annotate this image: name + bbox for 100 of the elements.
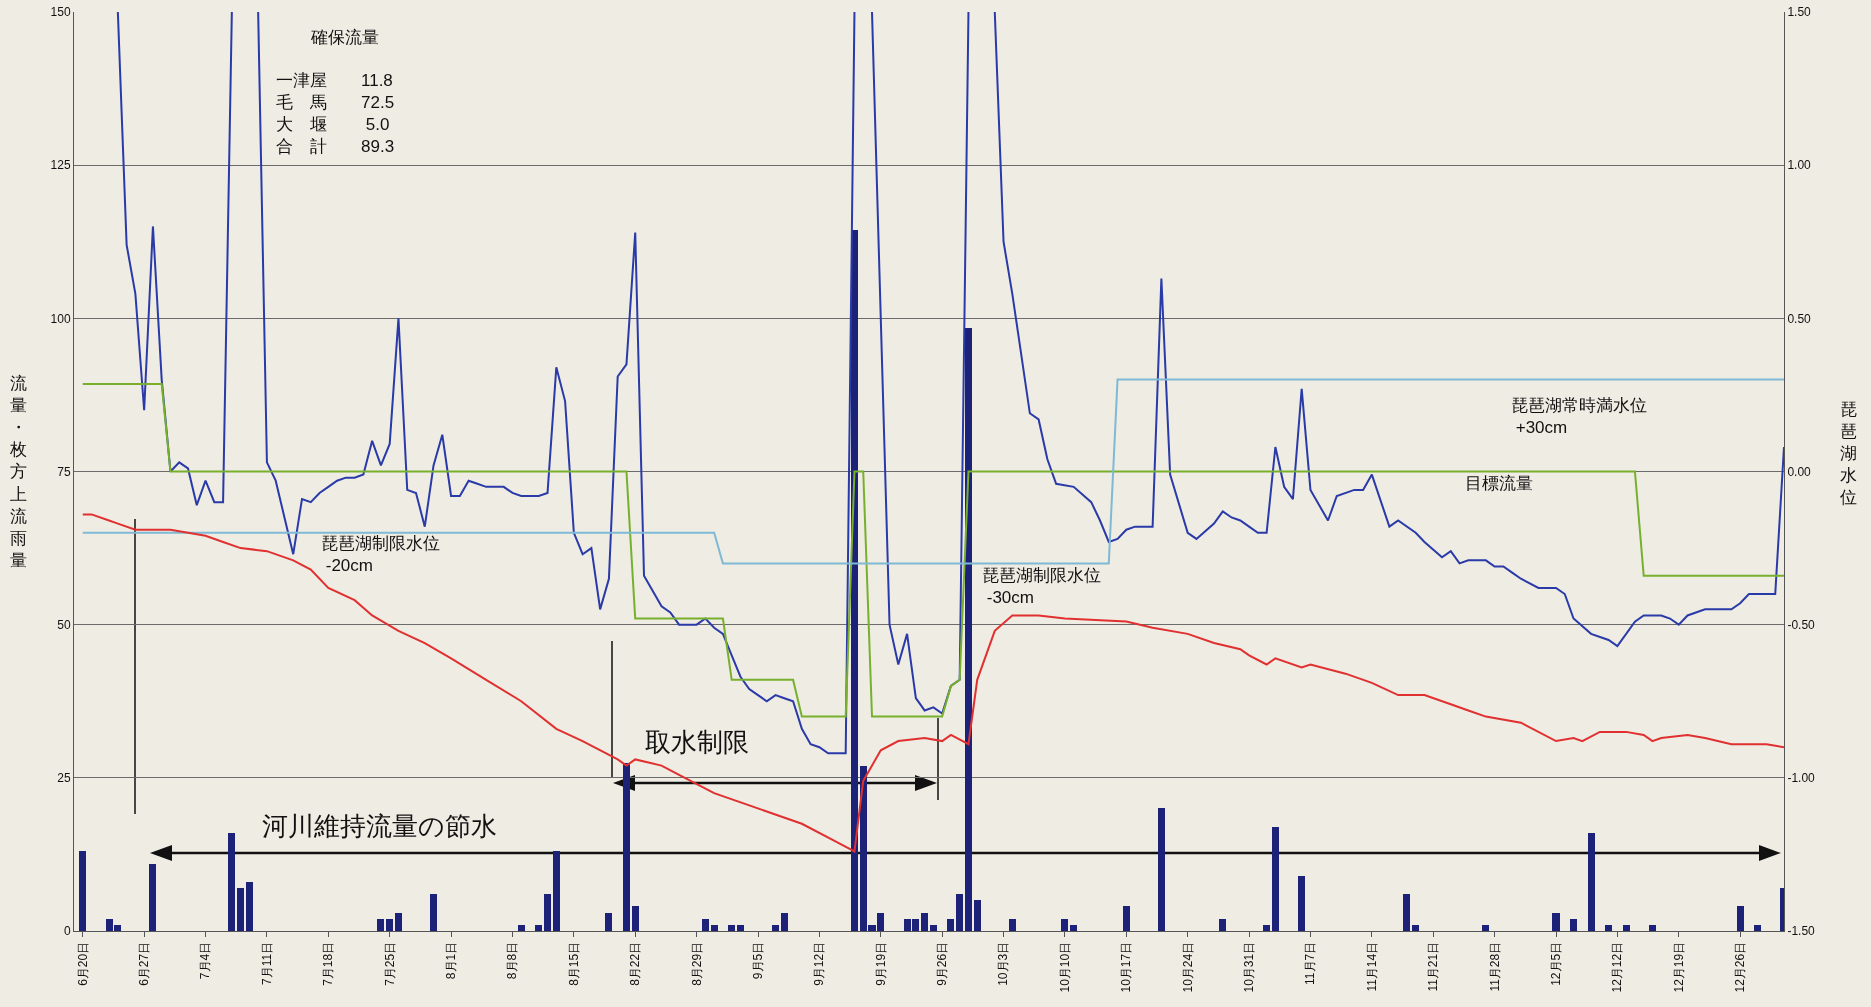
x-tick-label: 11月28日 <box>1487 941 1502 992</box>
line-series <box>81 382 1784 718</box>
y-tick-label: 75 <box>57 464 71 479</box>
x-tick-label: 12月5日 <box>1548 941 1563 986</box>
bar <box>702 919 709 931</box>
x-tick-label: 11月21日 <box>1426 941 1441 992</box>
bar <box>149 864 156 931</box>
bar <box>605 913 612 931</box>
y2-tick-label: -1.00 <box>1787 771 1816 786</box>
annotation: 一津屋 11.8 毛 馬 72.5 大 堰 5.0 合 計 89.3 <box>276 71 395 157</box>
bar <box>965 328 972 931</box>
bar <box>947 919 954 931</box>
x-tick-label: 12月26日 <box>1733 941 1748 993</box>
bar <box>1263 925 1270 931</box>
x-tick-label: 7月18日 <box>321 941 336 986</box>
y-tick-label: 150 <box>50 5 71 20</box>
bar <box>237 888 244 931</box>
bar <box>386 919 393 931</box>
bar <box>1123 906 1130 931</box>
x-tick-label: 11月7日 <box>1303 941 1318 985</box>
bar <box>772 925 779 931</box>
x-tick-label: 8月1日 <box>443 941 458 980</box>
x-tick-label: 9月12日 <box>812 941 827 986</box>
y-tick-label: 0 <box>63 924 71 939</box>
bar <box>623 763 630 931</box>
bar <box>1570 919 1577 931</box>
bar <box>1403 894 1410 931</box>
line-series <box>81 513 1784 853</box>
bar <box>930 925 937 931</box>
bar <box>1623 925 1630 931</box>
bar <box>395 913 402 931</box>
x-tick-label: 8月15日 <box>566 941 581 986</box>
x-tick-label: 8月29日 <box>689 941 704 986</box>
bar <box>377 919 384 931</box>
y2-tick-label: -0.50 <box>1787 617 1816 632</box>
bar <box>728 925 735 931</box>
x-tick-label: 7月11日 <box>259 941 274 985</box>
bar <box>535 925 542 931</box>
bar <box>711 925 718 931</box>
bar <box>518 925 525 931</box>
bar <box>1588 833 1595 931</box>
x-tick-label: 11月14日 <box>1364 941 1379 992</box>
x-tick-label: 7月25日 <box>382 941 397 986</box>
x-tick-label: 12月12日 <box>1610 941 1625 993</box>
x-tick-label: 10月10日 <box>1057 941 1072 993</box>
bar <box>921 913 928 931</box>
bar <box>1482 925 1489 931</box>
annotation: 目標流量 <box>1465 474 1533 493</box>
bar <box>632 906 639 931</box>
bar <box>544 894 551 931</box>
annotation: 琵琶湖制限水位 -30cm <box>982 566 1101 608</box>
bar <box>1219 919 1226 931</box>
bar <box>1605 925 1612 931</box>
bar <box>1737 906 1744 931</box>
bar <box>553 851 560 931</box>
bar <box>851 230 858 931</box>
bar <box>1412 925 1419 931</box>
x-tick-label: 6月27日 <box>137 941 152 986</box>
y2-tick-label: 1.00 <box>1787 158 1812 173</box>
x-tick-label: 10月24日 <box>1180 941 1195 993</box>
annotation: 琵琶湖常時満水位 +30cm <box>1511 396 1647 438</box>
bar <box>1298 876 1305 931</box>
text: 流量・枚方上流雨量 <box>10 374 27 570</box>
x-tick-label: 10月31日 <box>1241 941 1256 993</box>
bar <box>956 894 963 931</box>
bar <box>1754 925 1761 931</box>
bar <box>1070 925 1077 931</box>
x-tick-label: 12月19日 <box>1671 941 1686 993</box>
y-tick-label: 25 <box>57 771 71 786</box>
bar <box>1009 919 1016 931</box>
bar <box>737 925 744 931</box>
x-tick-label: 10月17日 <box>1119 941 1134 993</box>
x-tick-label: 9月5日 <box>750 941 765 980</box>
x-tick-label: 6月20日 <box>75 941 90 986</box>
bar <box>246 882 253 931</box>
bar <box>1272 827 1279 931</box>
y-tick-label: 50 <box>57 617 71 632</box>
y2-axis-title: 琵琶湖水位 <box>1840 400 1857 508</box>
annotation: 取水制限 <box>645 727 749 757</box>
bar <box>228 833 235 931</box>
y2-tick-label: 0.00 <box>1787 464 1812 479</box>
bar <box>974 900 981 931</box>
x-tick-label: 9月26日 <box>935 941 950 986</box>
bar <box>1552 913 1560 931</box>
x-tick-label: 7月4日 <box>198 941 213 980</box>
bar <box>430 894 437 931</box>
bar <box>1158 808 1165 931</box>
x-tick-label: 8月22日 <box>628 941 643 986</box>
bar <box>79 851 86 931</box>
y-tick-label: 100 <box>50 311 71 326</box>
y2-tick-label: -1.50 <box>1787 924 1816 939</box>
annotation: 河川維持流量の節水 <box>262 811 497 841</box>
x-tick-label: 9月19日 <box>873 941 888 986</box>
x-tick-label: 8月8日 <box>505 941 520 980</box>
x-tick-label: 10月3日 <box>996 941 1011 986</box>
annotation: 確保流量 <box>310 28 379 47</box>
y-tick-label: 125 <box>50 158 71 173</box>
y2-tick-label: 0.50 <box>1787 311 1812 326</box>
bar <box>1649 925 1656 931</box>
annotation: 琵琶湖制限水位 -20cm <box>321 534 440 576</box>
